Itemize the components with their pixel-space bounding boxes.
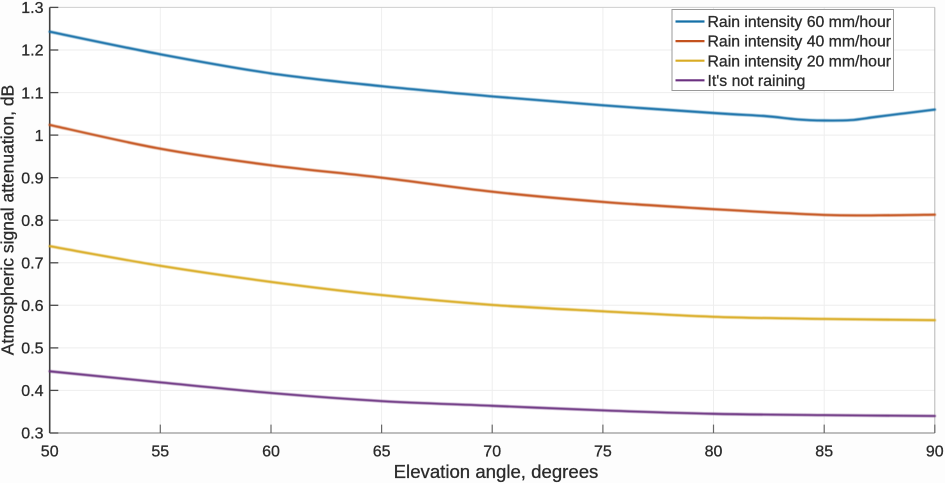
svg-text:0.3: 0.3 — [21, 426, 43, 443]
svg-text:0.9: 0.9 — [21, 170, 43, 187]
svg-text:90: 90 — [926, 443, 944, 460]
svg-text:0.6: 0.6 — [21, 298, 43, 315]
svg-text:50: 50 — [41, 443, 59, 460]
svg-text:Elevation angle, degrees: Elevation angle, degrees — [394, 461, 599, 482]
svg-text:Rain intensity 60 mm/hour: Rain intensity 60 mm/hour — [708, 14, 892, 31]
svg-text:75: 75 — [594, 443, 612, 460]
svg-text:80: 80 — [705, 443, 723, 460]
svg-text:60: 60 — [262, 443, 280, 460]
svg-text:1.2: 1.2 — [21, 43, 43, 60]
svg-text:1.3: 1.3 — [21, 0, 43, 17]
svg-text:It's not raining: It's not raining — [708, 73, 806, 90]
svg-text:65: 65 — [373, 443, 391, 460]
svg-text:Rain intensity 40 mm/hour: Rain intensity 40 mm/hour — [708, 34, 892, 51]
svg-text:1: 1 — [35, 128, 44, 145]
svg-text:55: 55 — [151, 443, 169, 460]
svg-text:0.4: 0.4 — [21, 383, 43, 400]
svg-text:70: 70 — [483, 443, 501, 460]
svg-text:0.5: 0.5 — [21, 341, 43, 358]
svg-text:85: 85 — [815, 443, 833, 460]
svg-text:0.7: 0.7 — [21, 256, 43, 273]
svg-text:1.1: 1.1 — [21, 85, 43, 102]
svg-text:Atmospheric signal attenuation: Atmospheric signal attenuation, dB — [0, 85, 18, 355]
svg-text:0.8: 0.8 — [21, 213, 43, 230]
svg-text:Rain intensity 20 mm/hour: Rain intensity 20 mm/hour — [708, 53, 892, 70]
